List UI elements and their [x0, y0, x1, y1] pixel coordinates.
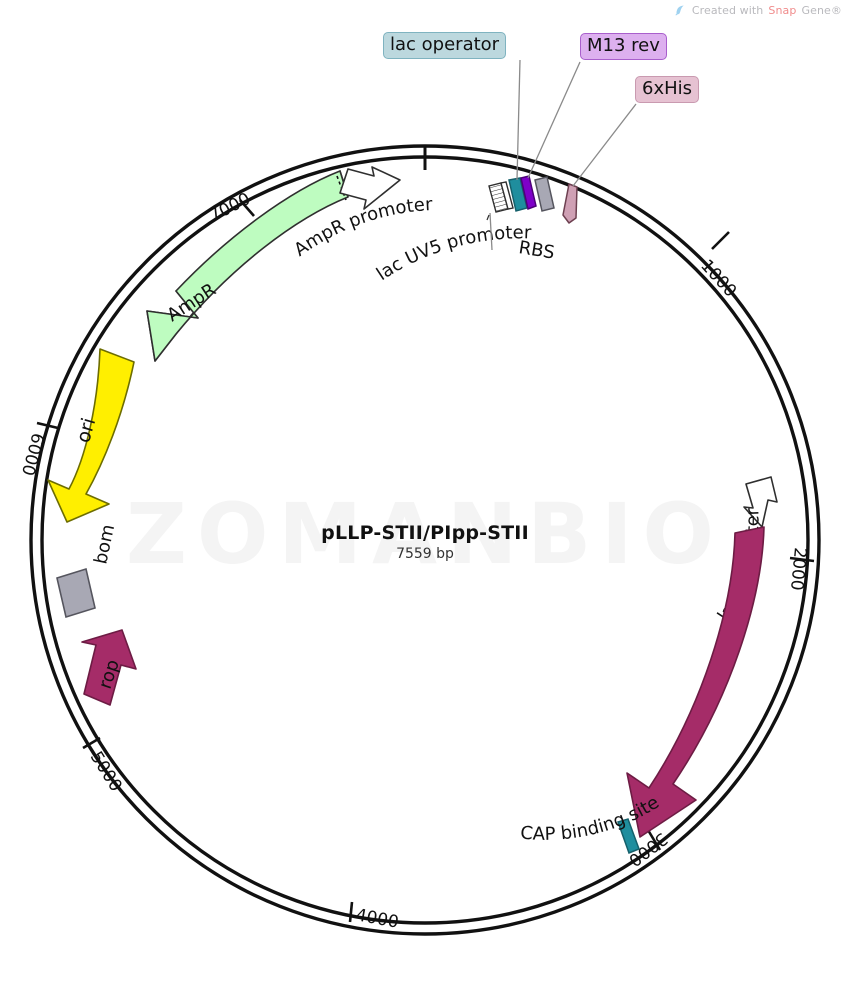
feature-label-rbs: RBS — [517, 237, 556, 263]
feature-label-lac-uv5-promoter: lac UV5 promoter — [373, 222, 532, 285]
tick-label-6000: 6000 — [17, 431, 48, 478]
callout-lac-operator[interactable]: lac operator — [383, 32, 507, 59]
feature-bom[interactable] — [56, 567, 96, 619]
snapgene-logo-icon — [675, 5, 684, 16]
callout-m13-rev[interactable]: M13 rev — [580, 33, 667, 60]
feature-rbs[interactable] — [534, 176, 555, 212]
feature-lac-operator[interactable] — [508, 177, 528, 212]
tick-label-2000: 2000 — [786, 547, 810, 592]
feature-cap-binding-site[interactable] — [617, 818, 640, 854]
plasmid-name: pLLP-STII/PIpp-STII — [321, 522, 529, 544]
feature-lac-uv5-promoter[interactable] — [486, 181, 514, 221]
feature-laci[interactable] — [626, 526, 765, 838]
credit-prefix: Created with — [691, 4, 764, 17]
plasmid-size: 7559 bp — [396, 546, 454, 562]
feature-6xhis[interactable] — [562, 183, 578, 224]
snapgene-credit: Created with Snap Gene® — [674, 4, 842, 17]
callout-6xhis[interactable]: 6xHis — [635, 76, 700, 103]
feature-laci-promoter[interactable] — [743, 476, 778, 528]
feature-rop[interactable] — [81, 629, 137, 706]
tick-label-7000: 7000 — [206, 189, 254, 226]
credit-brand-snap: Snap — [768, 4, 797, 17]
feature-m13-rev[interactable] — [520, 175, 537, 211]
feature-ori[interactable] — [47, 348, 135, 523]
feature-ampr-promoter[interactable] — [339, 166, 401, 210]
credit-brand-gene: Gene® — [801, 4, 842, 17]
callout-leader-lines — [489, 59, 637, 251]
